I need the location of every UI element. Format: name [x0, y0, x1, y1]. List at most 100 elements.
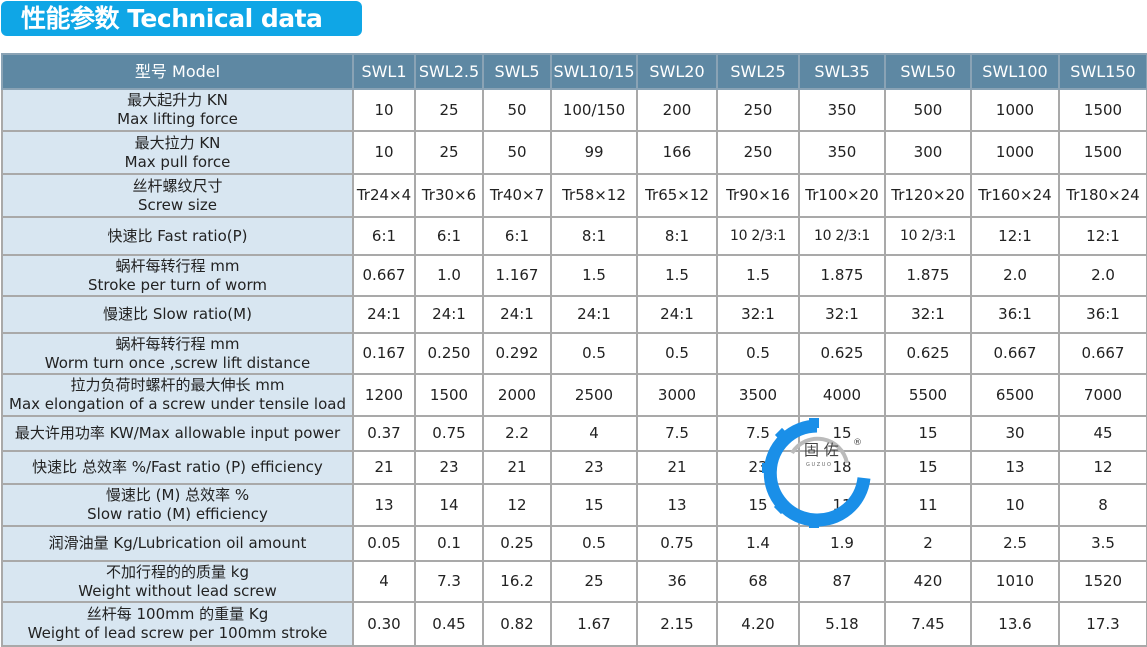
section-title: 性能参数 Technical data — [1, 1, 362, 36]
table-cell: 100/150 — [550, 88, 638, 132]
table-cell: 10 2/3:1 — [716, 216, 800, 256]
row-label-line: Screw size — [138, 195, 217, 214]
row-label-line: 蜗杆每转行程 mm — [115, 334, 240, 353]
table-cell: 0.250 — [414, 332, 484, 375]
table-cell: 16.2 — [482, 560, 552, 603]
table-cell: 8:1 — [636, 216, 718, 256]
table-cell: 99 — [550, 130, 638, 175]
table-cell: 13.6 — [970, 601, 1060, 647]
table-cell: 10 — [352, 130, 416, 175]
table-cell: 8 — [1058, 483, 1147, 527]
table-row: 快速比 Fast ratio(P) 6:1 6:1 6:1 8:1 8:1 10 2/3:1… — [1, 216, 1147, 256]
table-cell: 23 — [550, 450, 638, 485]
table-row: 快速比 总效率 %/Fast ratio (P) efficiency 21 23 2… — [1, 450, 1147, 485]
table-cell: 50 — [482, 130, 552, 175]
row-label-line: Stroke per turn of worm — [87, 275, 267, 294]
table-cell: 0.5 — [716, 332, 800, 375]
table-cell: 0.75 — [636, 525, 718, 562]
table-cell: 0.75 — [414, 415, 484, 452]
table-cell: 23 — [414, 450, 484, 485]
row-label-line: 快速比 总效率 %/Fast ratio (P) efficiency — [32, 458, 323, 476]
row-label: 最大许用功率 KW/Max allowable input power — [1, 415, 354, 452]
table-cell: Tr24×4 — [352, 173, 416, 218]
row-label-line: 润滑油量 Kg/Lubrication oil amount — [48, 534, 307, 552]
table-row: 拉力负荷时螺杆的最大伸长 mm Max elongation of a screw… — [1, 373, 1147, 417]
model-header-swl20: SWL20 — [636, 53, 718, 90]
table-cell: 21 — [352, 450, 416, 485]
table-cell: 0.5 — [550, 525, 638, 562]
row-label-line: Worm turn once ,screw lift distance — [44, 353, 311, 372]
table-cell: 0.292 — [482, 332, 552, 375]
technical-data-table: 型号 Model SWL1 SWL2.5 SWL5 SWL10/15 SWL20 SWL2… — [1, 53, 1147, 647]
table-cell: 3500 — [716, 373, 800, 417]
table-row: 蜗杆每转行程 mm Stroke per turn of worm 0.667 1.0… — [1, 254, 1147, 297]
model-header: 型号 Model — [1, 53, 354, 90]
model-header-swl100: SWL100 — [970, 53, 1060, 90]
table-cell: 15 — [884, 415, 972, 452]
table-cell: 7.3 — [414, 560, 484, 603]
table-cell: 300 — [884, 130, 972, 175]
table-cell: 350 — [798, 88, 886, 132]
table-cell: 0.37 — [352, 415, 416, 452]
row-label-line: 拉力负荷时螺杆的最大伸长 mm — [70, 376, 285, 394]
table-cell: 50 — [482, 88, 552, 132]
table-cell: 1.875 — [798, 254, 886, 297]
table-cell: 3.5 — [1058, 525, 1147, 562]
row-label-line: 不加行程的的质量 kg — [106, 562, 249, 581]
table-cell: 24:1 — [550, 295, 638, 334]
table-cell: 12 — [1058, 450, 1147, 485]
table-cell: 0.1 — [414, 525, 484, 562]
table-cell: 4 — [550, 415, 638, 452]
row-label-line: Slow ratio (M) efficiency — [87, 505, 268, 523]
table-cell: 1.67 — [550, 601, 638, 647]
table-cell: 13 — [970, 450, 1060, 485]
row-label: 快速比 总效率 %/Fast ratio (P) efficiency — [1, 450, 354, 485]
table-cell: 1200 — [352, 373, 416, 417]
table-cell: 1.5 — [716, 254, 800, 297]
row-label-line: Weight of lead screw per 100mm stroke — [27, 624, 328, 642]
row-label-line: 丝杆螺纹尺寸 — [132, 176, 223, 195]
table-cell: 36 — [636, 560, 718, 603]
table-cell: 0.167 — [352, 332, 416, 375]
table-cell: 24:1 — [352, 295, 416, 334]
table-cell: 6:1 — [414, 216, 484, 256]
table-cell: 1.5 — [636, 254, 718, 297]
table-cell: 12:1 — [970, 216, 1060, 256]
table-cell: 36:1 — [1058, 295, 1147, 334]
model-header-swl35: SWL35 — [798, 53, 886, 90]
table-cell: 5.18 — [798, 601, 886, 647]
table-cell: 6500 — [970, 373, 1060, 417]
model-header-swl5: SWL5 — [482, 53, 552, 90]
table-cell: Tr30×6 — [414, 173, 484, 218]
table-cell: 2.0 — [1058, 254, 1147, 297]
table-cell: 1000 — [970, 88, 1060, 132]
table-cell: 45 — [1058, 415, 1147, 452]
table-cell: 10 2/3:1 — [798, 216, 886, 256]
table-cell: 11 — [798, 483, 886, 527]
table-cell: 0.5 — [636, 332, 718, 375]
table-cell: Tr58×12 — [550, 173, 638, 218]
model-header-swl150: SWL150 — [1058, 53, 1147, 90]
table-cell: Tr100×20 — [798, 173, 886, 218]
table-cell: 15 — [716, 483, 800, 527]
table-cell: 32:1 — [798, 295, 886, 334]
table-cell: 15 — [798, 415, 886, 452]
row-label-line: 最大许用功率 KW/Max allowable input power — [14, 424, 341, 442]
row-label: 蜗杆每转行程 mm Worm turn once ,screw lift dist… — [1, 332, 354, 375]
model-header-swl25: SWL25 — [716, 53, 800, 90]
table-cell: 2 — [884, 525, 972, 562]
model-header-swl1015: SWL10/15 — [550, 53, 638, 90]
model-header-swl1: SWL1 — [352, 53, 416, 90]
table-cell: 7.5 — [716, 415, 800, 452]
row-label: 润滑油量 Kg/Lubrication oil amount — [1, 525, 354, 562]
table-cell: 1.875 — [884, 254, 972, 297]
table-cell: 30 — [970, 415, 1060, 452]
row-label-line: 最大起升力 KN — [127, 91, 228, 109]
table-cell: 1500 — [414, 373, 484, 417]
table-cell: 5500 — [884, 373, 972, 417]
row-label-line: 慢速比 (M) 总效率 % — [105, 486, 250, 504]
table-cell: 3000 — [636, 373, 718, 417]
row-label: 最大拉力 KN Max pull force — [1, 130, 354, 175]
row-label: 蜗杆每转行程 mm Stroke per turn of worm — [1, 254, 354, 297]
table-row: 慢速比 (M) 总效率 % Slow ratio (M) efficiency 13… — [1, 483, 1147, 527]
